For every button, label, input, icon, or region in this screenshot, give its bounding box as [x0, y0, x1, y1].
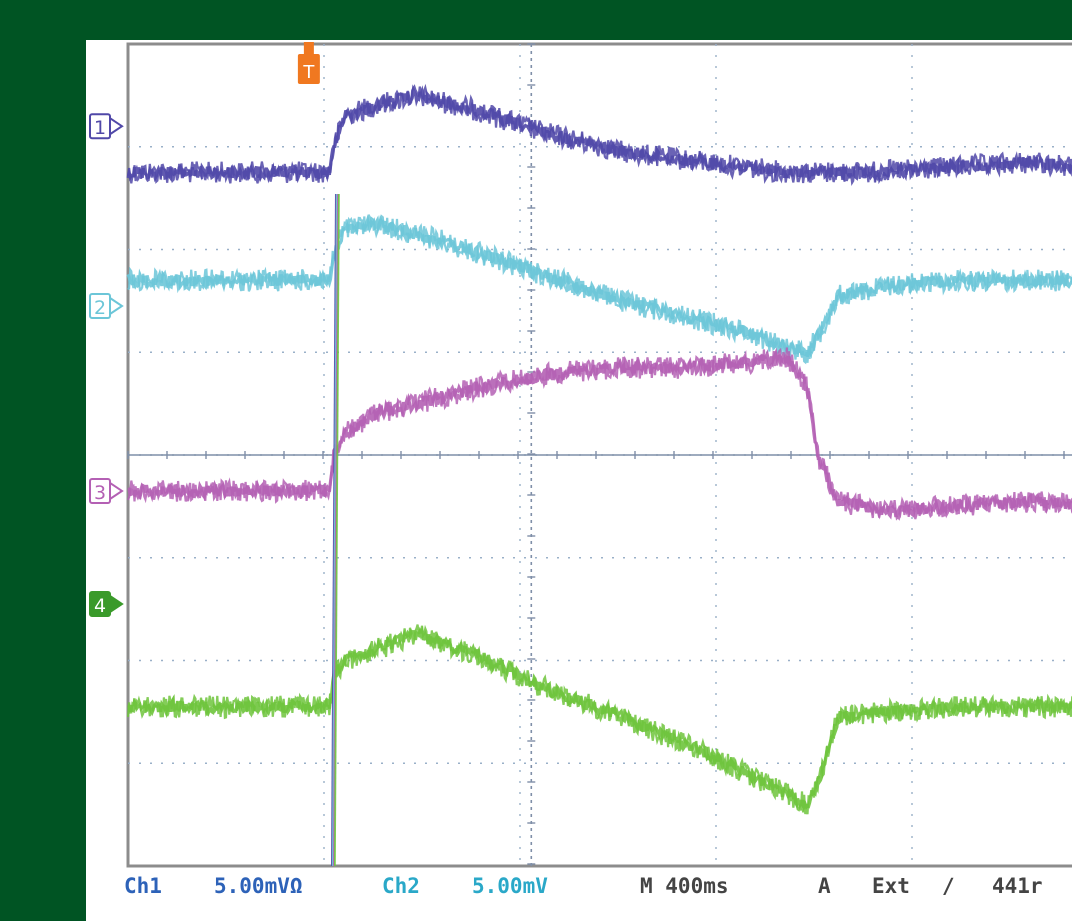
trigger-marker-icon: [297, 54, 320, 84]
channel-marker-arrow-2: [109, 296, 124, 316]
timebase-readout: M 400ms: [640, 874, 729, 898]
grid: [126, 42, 1072, 868]
step-edge: [332, 193, 339, 867]
channel-marker-arrow-3: [109, 481, 124, 501]
trace-ch4: [126, 624, 1072, 815]
waveform-plot: 1 2 3 4 T: [89, 42, 1072, 868]
channel-markers: 1 2 3 4 T: [89, 42, 320, 617]
step-edge: [331, 193, 338, 867]
traces: [126, 83, 1072, 867]
oscilloscope-screen: 1 2 3 4 T: [86, 40, 1072, 921]
trace-ch1-core: [126, 84, 1072, 184]
ch2-name: Ch2: [382, 874, 420, 898]
trigger-marker-label: T: [302, 62, 315, 83]
trigger-marker-stem: [303, 42, 314, 54]
trace-ch2-core: [126, 214, 1072, 360]
trace-ch3-core: [127, 347, 1072, 520]
trigger-source: Ext: [872, 874, 910, 898]
channel-marker-arrow-1: [109, 116, 124, 137]
trace-ch3: [126, 347, 1072, 521]
ch1-scale: 5.00mVΩ: [214, 874, 303, 898]
channel-marker-arrow-4: [109, 594, 124, 614]
trigger-slope-icon: ∕: [942, 874, 955, 898]
channel-label-4: 4: [94, 595, 106, 617]
trace-ch2: [127, 214, 1072, 365]
scope-readout: Ch1 5.00mVΩ Ch2 5.00mV M 400ms A Ext ∕ 4…: [86, 870, 1072, 921]
step-edge: [333, 193, 340, 867]
ch2-scale: 5.00mV: [472, 874, 548, 898]
channel-label-3: 3: [94, 482, 106, 504]
trace-ch4-core: [127, 625, 1072, 812]
channel-label-2: 2: [94, 297, 106, 319]
trigger-mode: A: [818, 874, 831, 898]
trigger-level: 441r: [992, 874, 1043, 898]
ch1-name: Ch1: [124, 874, 162, 898]
step-edge: [330, 193, 337, 867]
channel-label-1: 1: [94, 117, 106, 139]
